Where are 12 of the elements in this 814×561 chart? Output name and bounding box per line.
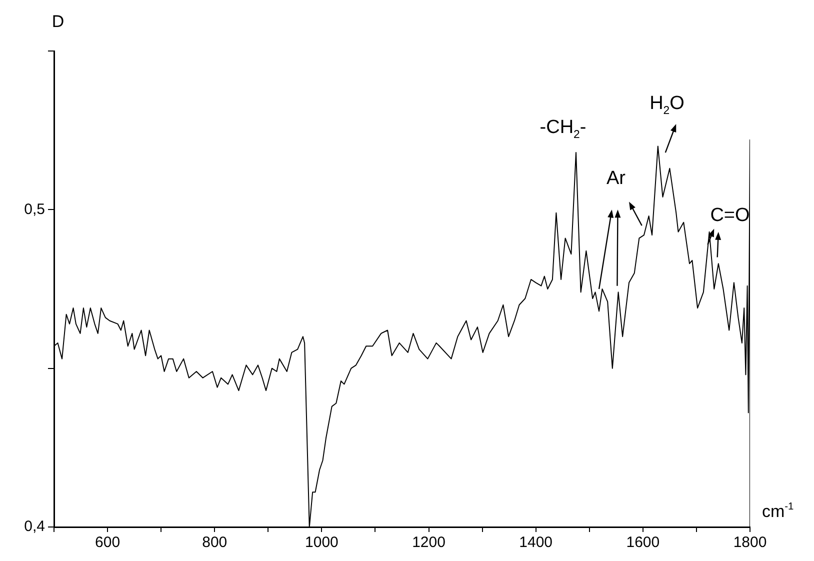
annotation: C=O [710,205,750,226]
y-tick-label: 0,5 [24,200,45,218]
y-tick-label: 0,4 [24,518,45,536]
y-axis-title: D [52,12,64,31]
x-tick-label: 1800 [733,534,767,552]
x-tick-label: 1000 [305,534,338,552]
x-tick-label: 600 [95,534,120,552]
x-tick-label: 1400 [519,534,553,552]
annotation: Ar [606,168,626,189]
x-tick-label: 800 [202,534,228,552]
x-tick-label: 1200 [412,534,446,552]
x-tick-label: 1600 [626,534,660,552]
